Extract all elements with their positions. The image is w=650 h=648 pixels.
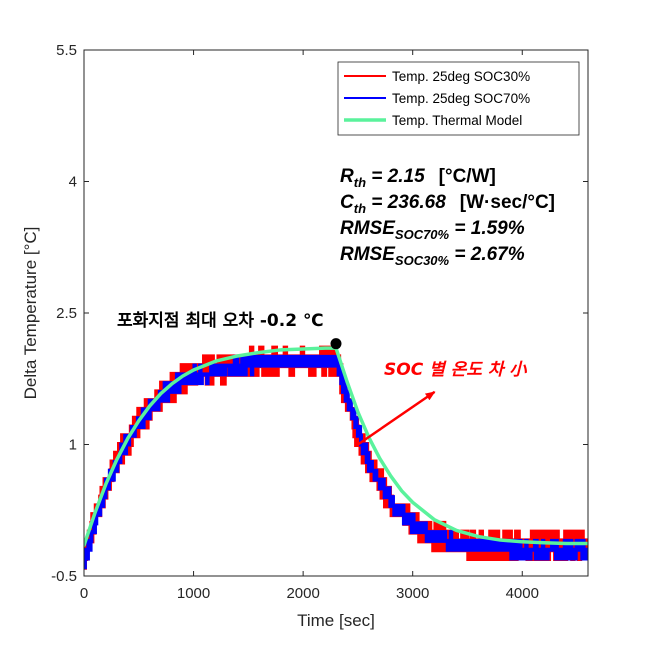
x-tick-label: 4000 <box>506 585 539 602</box>
parameter-line: Rth = 2.15 [°C/W] <box>340 166 496 190</box>
y-axis-ticks: -0.5 1 2.5 4 5.5 <box>51 42 588 585</box>
plot-area <box>84 50 588 576</box>
y-tick-label: -0.5 <box>51 568 77 585</box>
x-axis-ticks: 0 1000 2000 3000 4000 <box>80 50 539 602</box>
x-axis-label: Time [sec] <box>297 611 375 630</box>
parameter-block: Rth = 2.15 [°C/W]Cth = 236.68 [W·sec/°C]RM… <box>340 166 555 268</box>
x-tick-label: 0 <box>80 585 88 602</box>
soc-annotation: SOC 별 온도 차 小 <box>384 360 527 380</box>
parameter-line: RMSESOC30% = 2.67% <box>340 244 525 268</box>
x-tick-label: 1000 <box>177 585 210 602</box>
x-tick-label: 3000 <box>396 585 429 602</box>
y-axis-label: Delta Temperature [°C] <box>21 227 40 400</box>
y-tick-label: 2.5 <box>56 305 77 322</box>
parameter-line: RMSESOC70% = 1.59% <box>340 218 525 242</box>
series-thermal-model-line <box>84 346 588 548</box>
legend-label-soc70: Temp. 25deg SOC70% <box>392 91 530 106</box>
y-tick-label: 5.5 <box>56 42 77 59</box>
y-tick-label: 4 <box>69 174 77 191</box>
saturation-point-marker <box>330 338 342 350</box>
soc-arrow <box>357 390 436 446</box>
x-tick-label: 2000 <box>286 585 319 602</box>
parameter-line: Cth = 236.68 [W·sec/°C] <box>340 192 555 216</box>
legend: Temp. 25deg SOC30% Temp. 25deg SOC70% Te… <box>337 61 580 136</box>
series-soc70-line <box>84 354 588 570</box>
saturation-annotation: 포화지점 최대 오차 -0.2 ℃ <box>117 311 324 331</box>
legend-label-thermal-model: Temp. Thermal Model <box>392 113 522 128</box>
y-tick-label: 1 <box>69 437 77 454</box>
series-layer <box>84 345 588 570</box>
legend-label-soc30: Temp. 25deg SOC30% <box>392 69 530 84</box>
